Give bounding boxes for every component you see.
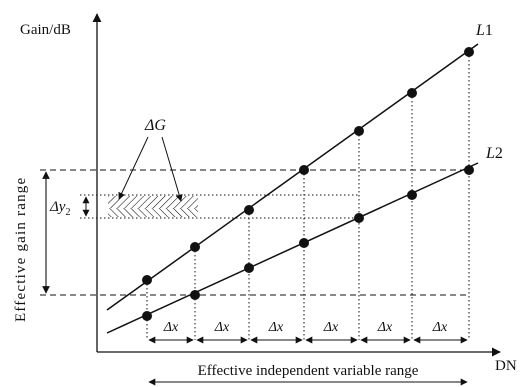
delta-x-labels: Δx Δx Δx Δx Δx Δx: [163, 320, 448, 335]
gain-range-label: Effective gain range: [13, 177, 29, 322]
l1-point: [354, 126, 364, 136]
l2-point: [464, 165, 474, 175]
l1-point: [142, 275, 152, 285]
delta-x-label: Δx: [323, 320, 339, 335]
l2-point: [299, 238, 309, 248]
independent-range-label: Effective independent variable range: [198, 363, 419, 379]
l1-point: [407, 88, 417, 98]
delta-x-label: Δx: [268, 320, 284, 335]
l1-points: [142, 47, 474, 285]
l1-point: [299, 165, 309, 175]
l1-point: [464, 47, 474, 57]
l2-point: [354, 213, 364, 223]
line-l1: [106, 43, 479, 311]
delta-y-label: Δy2: [49, 199, 70, 218]
l1-point: [190, 242, 200, 252]
delta-g-hatch-upper: [108, 196, 198, 208]
delta-x-label: Δx: [432, 320, 448, 335]
delta-x-label: Δx: [377, 320, 393, 335]
delta-x-label: Δx: [214, 320, 230, 335]
line-l2: [106, 162, 479, 334]
l2-points: [142, 165, 474, 321]
delta-g-arrow-left: [118, 136, 149, 200]
delta-x-label: Δx: [163, 320, 179, 335]
delta-g-label: ΔG: [144, 117, 166, 134]
vertical-guides: [146, 52, 470, 340]
l1-point: [244, 205, 254, 215]
l2-point: [407, 190, 417, 200]
delta-g-arrow-right: [161, 136, 183, 202]
l2-point: [142, 311, 152, 321]
delta-g-hatch-lower: [108, 208, 198, 217]
y-axis-label: Gain/dB: [20, 22, 71, 38]
line-l1-label: L1: [475, 22, 493, 39]
l2-point: [190, 290, 200, 300]
line-l2-label: L2: [485, 145, 503, 162]
x-axis-label: DN: [495, 358, 517, 374]
l2-point: [244, 263, 254, 273]
